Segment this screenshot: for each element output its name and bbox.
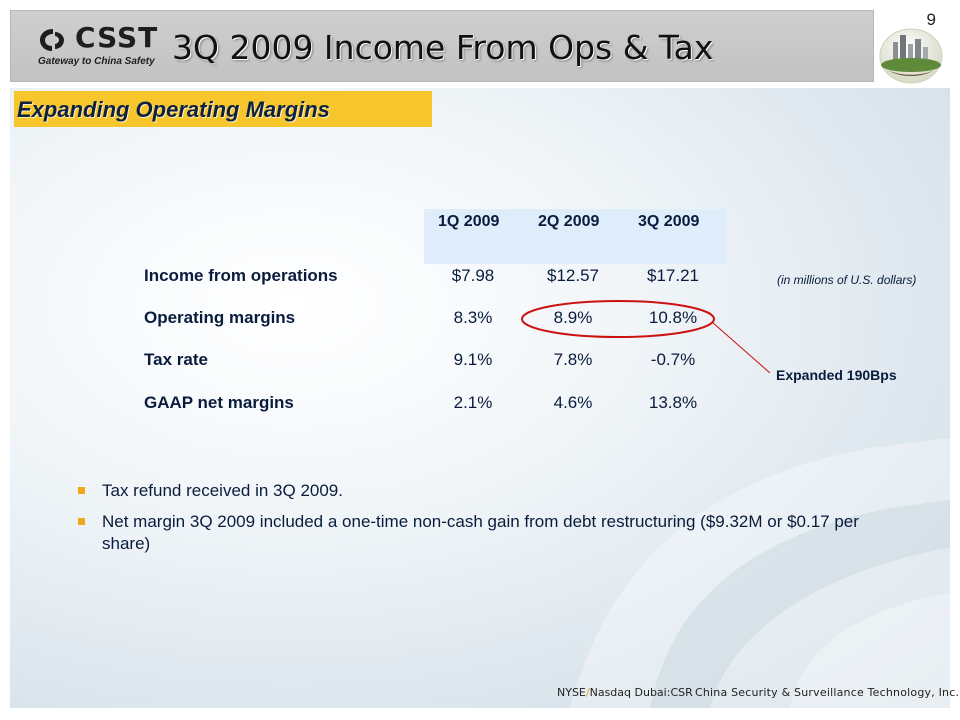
logo-tagline: Gateway to China Safety [38, 56, 155, 67]
row-label: GAAP net margins [144, 393, 294, 412]
city-globe-icon [879, 28, 943, 84]
row-label: Operating margins [144, 308, 296, 327]
table-cell: 8.9% [553, 308, 593, 327]
row-label: Income from operations [144, 266, 338, 285]
bullet-list: Tax refund received in 3Q 2009. Net marg… [78, 480, 868, 564]
table-cell: $12.57 [547, 266, 599, 285]
unit-note: (in millions of U.S. dollars) [777, 273, 917, 287]
row-label: Tax rate [144, 350, 208, 369]
slide-background [10, 88, 950, 708]
subtitle-banner: Expanding Operating Margins [14, 91, 432, 127]
footer-company: China Security & Surveillance Technology… [695, 686, 960, 699]
page-number: 9 [926, 10, 936, 29]
header-bar [10, 10, 874, 82]
page-number-box: 9 [876, 10, 948, 86]
column-header: 2Q 2009 [538, 213, 600, 230]
footer-exchange-separator: / [585, 686, 590, 699]
bullet-square-icon [78, 518, 85, 525]
background-swoosh [570, 438, 950, 708]
footer-exchange-b: Nasdaq Dubai:CSR [589, 686, 693, 699]
callout-label: Expanded 190Bps [776, 367, 897, 383]
logo-mark-icon [40, 29, 64, 51]
column-header: 1Q 2009 [438, 213, 500, 230]
table-cell: 9.1% [453, 350, 493, 369]
bullet-text: Tax refund received in 3Q 2009. [102, 481, 343, 500]
table-cell: 4.6% [553, 393, 593, 412]
bullet-item: Net margin 3Q 2009 included a one-time n… [78, 511, 868, 555]
footer-exchange-a: NYSE [557, 686, 586, 699]
logo-text: CSST [75, 21, 159, 54]
table-cell: 10.8% [648, 308, 698, 327]
subtitle: Expanding Operating Margins [17, 97, 330, 122]
bullet-square-icon [78, 487, 85, 494]
slide-title: 3Q 2009 Income From Ops & Tax [172, 28, 714, 67]
bullet-item: Tax refund received in 3Q 2009. [78, 480, 868, 502]
table-cell: -0.7% [650, 350, 696, 369]
table-cell: $17.21 [647, 266, 699, 285]
column-header-background [424, 209, 726, 264]
table-cell: 13.8% [648, 393, 698, 412]
table-cell: 8.3% [453, 308, 493, 327]
footer-exchange: NYSE/Nasdaq Dubai:CSR [557, 686, 693, 699]
table-cell: 2.1% [453, 393, 493, 412]
table-cell: 7.8% [553, 350, 593, 369]
table-cell: $7.98 [451, 266, 495, 285]
bullet-text: Net margin 3Q 2009 included a one-time n… [102, 512, 859, 553]
column-header: 3Q 2009 [638, 213, 700, 230]
